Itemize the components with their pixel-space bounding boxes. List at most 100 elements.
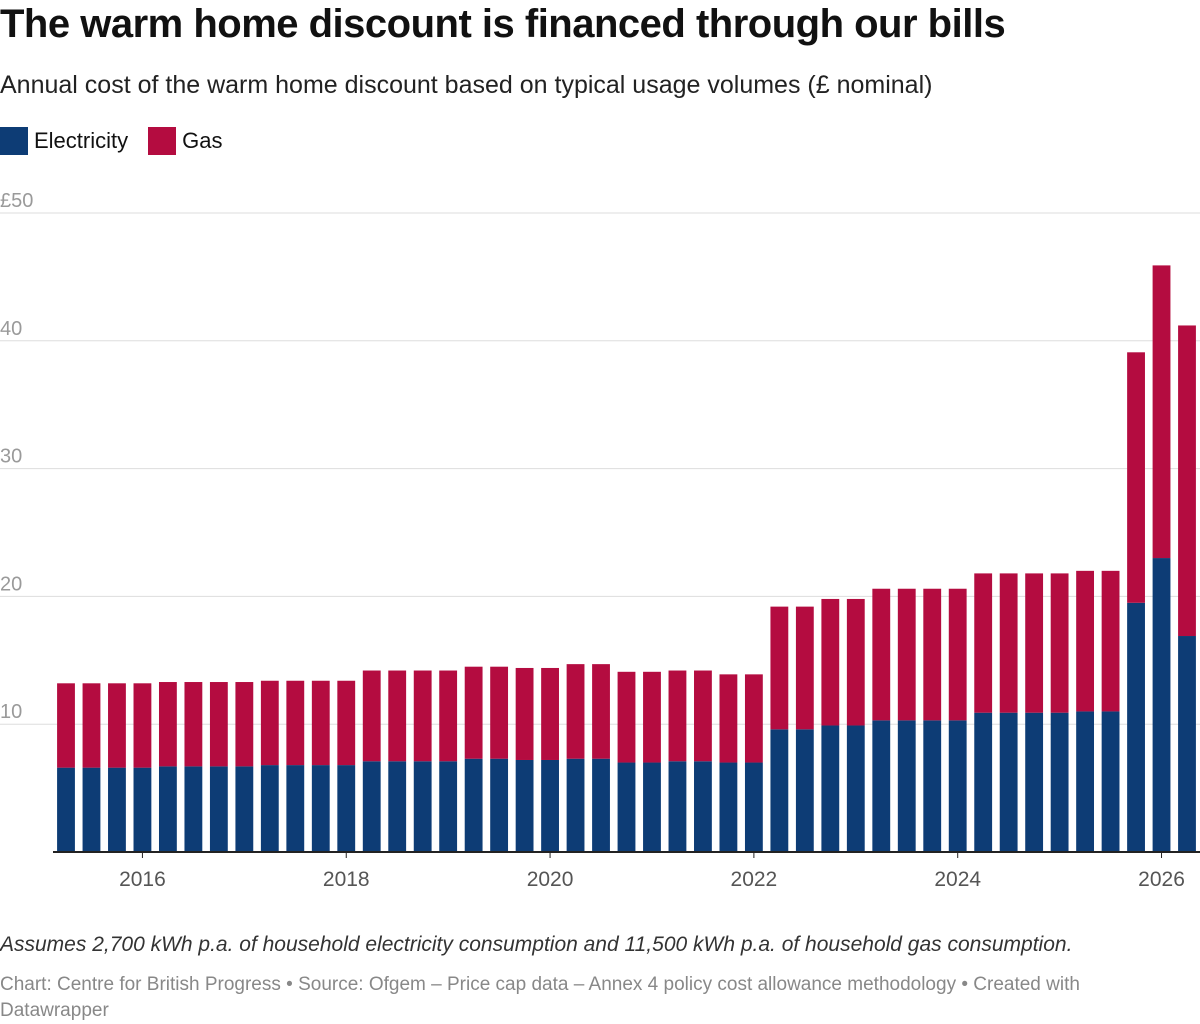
bar-gas: [311, 680, 330, 766]
bar-gas: [974, 573, 993, 713]
bar-gas: [795, 606, 814, 730]
bar-electricity: [897, 720, 916, 852]
bar-gas: [566, 664, 585, 759]
bar-electricity: [999, 712, 1018, 852]
bar-gas: [668, 670, 687, 762]
y-tick-label: 10: [0, 701, 22, 723]
bar-electricity: [82, 767, 101, 852]
bar-electricity: [719, 762, 738, 852]
legend-item-gas: Gas: [148, 127, 222, 155]
bar-gas: [821, 598, 840, 726]
bar-electricity: [1050, 712, 1069, 852]
bar-electricity: [744, 762, 763, 852]
bar-gas: [770, 606, 789, 730]
x-tick-label: 2026: [1138, 868, 1185, 891]
bar-electricity: [592, 758, 610, 852]
bar-electricity: [617, 762, 636, 852]
x-tick-label: 2016: [119, 868, 166, 891]
bar-electricity: [439, 761, 458, 852]
bar-electricity: [311, 765, 330, 852]
bar-gas: [1101, 570, 1120, 712]
bar-gas: [846, 598, 865, 726]
bar-gas: [897, 588, 916, 721]
bar-electricity: [974, 712, 993, 852]
bar-electricity: [668, 761, 687, 852]
bar-electricity: [209, 766, 228, 852]
bar-gas: [1127, 352, 1145, 603]
x-tick-label: 2024: [934, 868, 981, 891]
bar-electricity: [1152, 558, 1171, 852]
bar-gas: [286, 680, 305, 766]
chart-source: Chart: Centre for British Progress • Sou…: [0, 974, 1080, 1021]
bar-electricity: [643, 762, 661, 852]
bar-gas: [515, 667, 534, 760]
bar-electricity: [184, 766, 203, 852]
bar-electricity: [515, 759, 534, 852]
bar-electricity: [133, 767, 152, 852]
bar-electricity: [923, 720, 942, 852]
bar-gas: [694, 670, 712, 762]
bar-gas: [923, 588, 942, 721]
bar-gas: [464, 666, 483, 759]
y-tick-label: 30: [0, 446, 22, 468]
bar-gas: [439, 670, 458, 762]
legend-swatch-electricity: [0, 127, 28, 155]
bar-gas: [948, 588, 967, 721]
bar-electricity: [948, 720, 967, 852]
bar-electricity: [1025, 712, 1044, 852]
x-tick-label: 2022: [731, 868, 778, 891]
legend: Electricity Gas: [0, 127, 242, 155]
bar-gas: [337, 680, 356, 766]
bar-gas: [872, 588, 891, 721]
bar-gas: [617, 671, 636, 763]
bar-electricity: [235, 766, 254, 852]
bar-gas: [82, 683, 101, 768]
bar-electricity: [490, 758, 509, 852]
chart-note: Assumes 2,700 kWh p.a. of household elec…: [0, 933, 1073, 956]
bar-electricity: [1178, 636, 1196, 852]
bar-gas: [1025, 573, 1044, 713]
bar-electricity: [260, 765, 279, 852]
bar-gas: [643, 671, 661, 763]
bar-gas: [1076, 570, 1095, 712]
bar-electricity: [108, 767, 126, 852]
bar-electricity: [286, 765, 305, 852]
bar-gas: [388, 670, 407, 762]
chart-title: The warm home discount is financed throu…: [0, 2, 1006, 46]
bar-gas: [1050, 573, 1069, 713]
bar-electricity: [362, 761, 381, 852]
bar-gas: [541, 667, 559, 760]
stacked-bar-chart: 10 20 30 40 £50 2016 2018 2020 2022 2024 2026: [0, 190, 1200, 891]
bar-gas: [235, 682, 254, 767]
bar-gas: [260, 680, 279, 766]
bar-gas: [362, 670, 381, 762]
bar-electricity: [795, 729, 814, 852]
legend-label-electricity: Electricity: [34, 128, 129, 153]
bar-electricity: [846, 725, 865, 852]
bar-electricity: [413, 761, 432, 852]
bar-gas: [108, 683, 126, 768]
y-tick-label: 20: [0, 573, 22, 595]
bar-gas: [592, 664, 610, 759]
bar-electricity: [821, 725, 840, 852]
x-tick-label: 2018: [323, 868, 370, 891]
bar-electricity: [694, 761, 712, 852]
bar-electricity: [1127, 602, 1145, 852]
bar-electricity: [1076, 711, 1095, 852]
bar-gas: [1152, 265, 1171, 559]
bar-gas: [719, 674, 738, 763]
y-tick-label: 40: [0, 318, 22, 340]
bar-gas: [209, 682, 228, 767]
bar-gas: [744, 674, 763, 763]
bar-electricity: [1101, 711, 1120, 852]
bar-electricity: [770, 729, 789, 852]
bar-electricity: [872, 720, 891, 852]
bar-electricity: [388, 761, 407, 852]
bar-electricity: [464, 758, 483, 852]
bar-gas: [413, 670, 432, 762]
legend-item-electricity: Electricity: [0, 127, 128, 155]
bar-gas: [490, 666, 509, 759]
bar-electricity: [541, 759, 559, 852]
legend-label-gas: Gas: [182, 128, 223, 153]
bar-gas: [1178, 325, 1196, 637]
